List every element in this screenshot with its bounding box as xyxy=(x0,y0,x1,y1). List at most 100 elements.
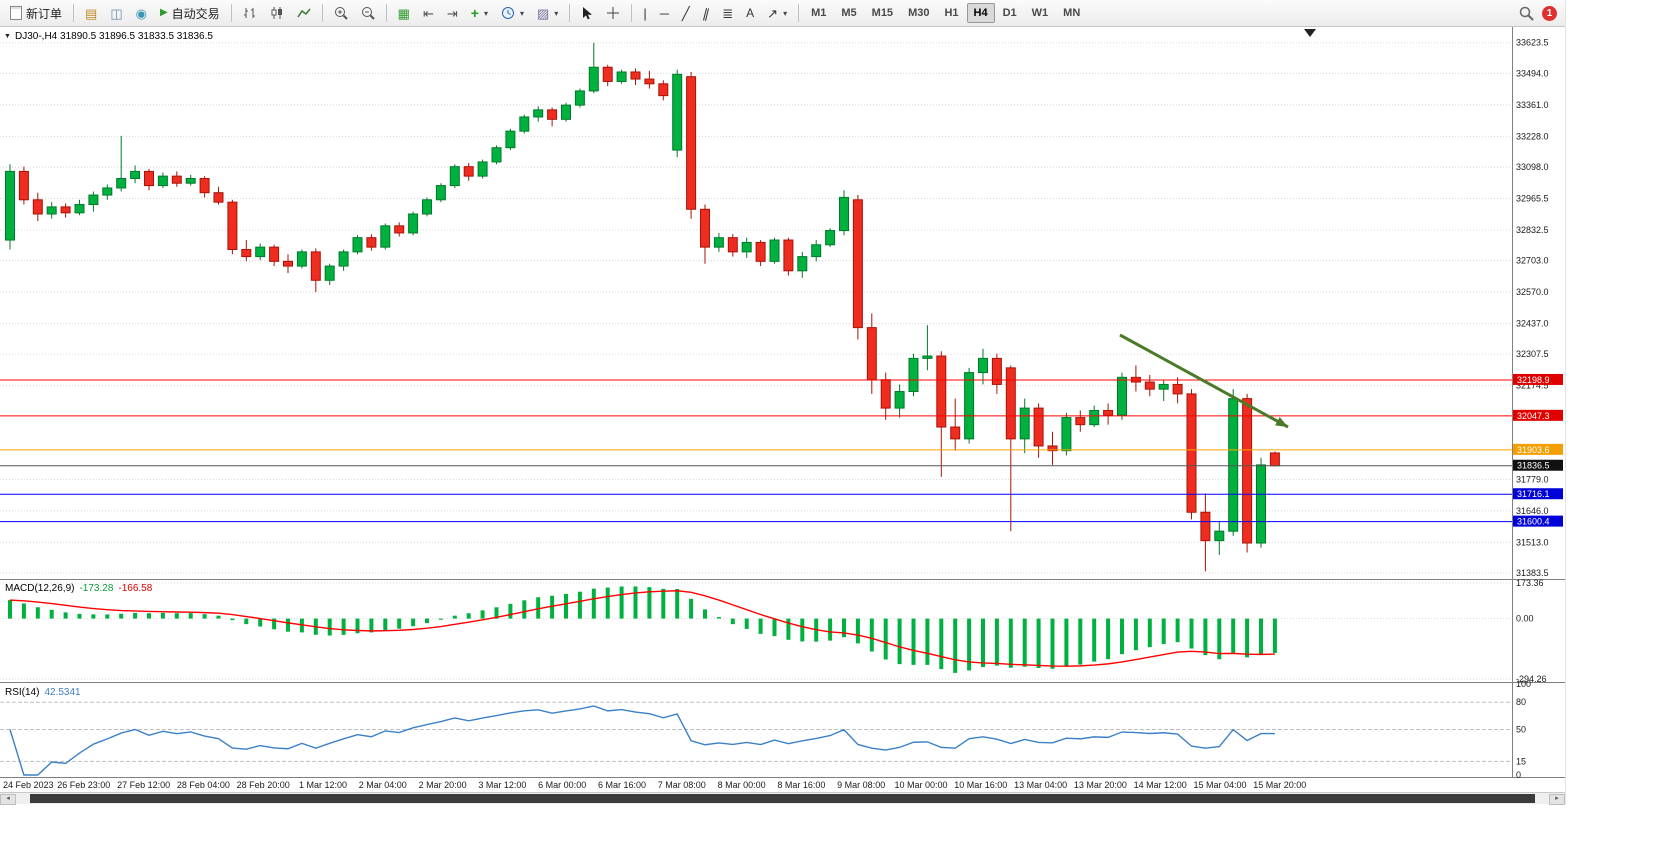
toolbar-separator xyxy=(569,4,571,22)
timeframe-m30-button[interactable]: M30 xyxy=(901,3,936,23)
trendline-tool-button[interactable]: ╱ xyxy=(676,2,696,24)
navigator-button[interactable]: ◫ xyxy=(104,2,128,24)
chevron-down-icon: ▾ xyxy=(519,8,524,18)
svg-text:33361.0: 33361.0 xyxy=(1516,100,1549,110)
toolbar-separator xyxy=(230,4,232,22)
svg-text:100: 100 xyxy=(1516,679,1531,689)
svg-text:31646.0: 31646.0 xyxy=(1516,506,1549,516)
macd-main-value: -173.28 xyxy=(79,583,114,594)
rsi-pane-label: RSI(14) 42.5341 xyxy=(5,687,81,698)
chevron-down-icon: ▾ xyxy=(554,8,559,18)
horizontal-line-icon: ─ xyxy=(659,5,669,21)
terminal-window: 新订单 ▤ ◫ ◉ ▶ 自动交易 xyxy=(0,0,1566,805)
svg-text:14 Mar 12:00: 14 Mar 12:00 xyxy=(1134,780,1187,790)
svg-text:31383.5: 31383.5 xyxy=(1516,568,1549,578)
market-watch-icon: ▤ xyxy=(85,5,98,21)
svg-text:9 Mar 08:00: 9 Mar 08:00 xyxy=(837,780,885,790)
scroll-left-icon[interactable]: ◂ xyxy=(0,794,16,805)
auto-trading-label: 自动交易 xyxy=(171,6,220,21)
bar-chart-button[interactable] xyxy=(237,2,263,24)
svg-text:3 Mar 12:00: 3 Mar 12:00 xyxy=(478,780,526,790)
main-toolbar: 新订单 ▤ ◫ ◉ ▶ 自动交易 xyxy=(0,0,1565,27)
chart-shift-button[interactable]: ⇥ xyxy=(441,2,464,24)
svg-text:32047.3: 32047.3 xyxy=(1517,411,1550,421)
cursor-button[interactable] xyxy=(575,2,599,24)
toolbar-separator xyxy=(385,4,387,22)
zoom-out-icon xyxy=(361,7,375,20)
svg-text:6 Mar 16:00: 6 Mar 16:00 xyxy=(598,780,646,790)
community-button[interactable]: ◉ xyxy=(130,2,153,24)
svg-text:31836.5: 31836.5 xyxy=(1517,461,1550,471)
svg-text:7 Mar 08:00: 7 Mar 08:00 xyxy=(658,780,706,790)
toolbar-separator xyxy=(73,4,75,22)
auto-trading-button[interactable]: ▶ 自动交易 xyxy=(154,2,226,24)
svg-text:2 Mar 20:00: 2 Mar 20:00 xyxy=(419,780,467,790)
svg-text:1 Mar 12:00: 1 Mar 12:00 xyxy=(299,780,347,790)
macd-signal-value: -166.58 xyxy=(118,583,153,594)
svg-text:28 Feb 20:00: 28 Feb 20:00 xyxy=(237,780,290,790)
scrollbar-thumb[interactable] xyxy=(30,794,1535,803)
svg-text:15: 15 xyxy=(1516,756,1526,766)
market-watch-button[interactable]: ▤ xyxy=(79,2,103,24)
text-tool-button[interactable]: A xyxy=(740,2,760,24)
toolbar-separator xyxy=(798,4,800,22)
indicators-button[interactable]: + ▾ xyxy=(465,2,494,24)
periods-button[interactable]: ▾ xyxy=(495,2,530,24)
timeframe-h4-button[interactable]: H4 xyxy=(966,3,995,23)
timeframe-w1-button[interactable]: W1 xyxy=(1025,3,1056,23)
fibonacci-icon: ≣ xyxy=(722,5,734,21)
svg-text:31716.1: 31716.1 xyxy=(1517,489,1550,499)
vertical-line-icon: | xyxy=(643,5,647,21)
fibonacci-tool-button[interactable]: ≣ xyxy=(716,2,739,24)
arrows-tool-button[interactable]: ↗ ▾ xyxy=(761,2,793,24)
svg-text:32570.0: 32570.0 xyxy=(1516,287,1549,297)
svg-text:31779.0: 31779.0 xyxy=(1516,474,1549,484)
svg-text:13 Mar 20:00: 13 Mar 20:00 xyxy=(1074,780,1127,790)
templates-icon: ▨ xyxy=(537,5,550,21)
vertical-line-tool-button[interactable]: | xyxy=(637,2,652,24)
search-icon[interactable] xyxy=(1519,6,1534,21)
timeframe-m15-button[interactable]: M15 xyxy=(865,3,900,23)
new-order-button[interactable]: 新订单 xyxy=(4,2,68,24)
tile-windows-button[interactable]: ▦ xyxy=(392,2,416,24)
chart-canvas[interactable]: 33623.5 33494.0 33361.0 33228.0 33098.0 32965… xyxy=(0,27,1565,792)
new-order-icon xyxy=(10,6,22,20)
community-icon: ◉ xyxy=(135,5,147,21)
navigator-icon: ◫ xyxy=(110,5,123,21)
zoom-in-button[interactable] xyxy=(328,2,354,24)
timeframe-m5-button[interactable]: M5 xyxy=(834,3,863,23)
notification-badge[interactable]: 1 xyxy=(1542,5,1557,21)
timeframe-d1-button[interactable]: D1 xyxy=(996,3,1024,23)
chevron-down-icon: ▾ xyxy=(483,8,488,18)
trendline-icon: ╱ xyxy=(681,5,690,21)
chart-title: DJ30-,H4 31890.5 31896.5 31833.5 31836.5 xyxy=(15,31,213,42)
text-tool-icon: A xyxy=(746,6,755,20)
svg-text:33098.0: 33098.0 xyxy=(1516,162,1549,172)
timeframe-mn-button[interactable]: MN xyxy=(1056,3,1087,23)
svg-text:6 Mar 00:00: 6 Mar 00:00 xyxy=(538,780,586,790)
svg-text:80: 80 xyxy=(1516,697,1526,707)
horizontal-line-tool-button[interactable]: ─ xyxy=(654,2,675,24)
rsi-indicator-name: RSI(14) xyxy=(5,687,40,698)
templates-button[interactable]: ▨ ▾ xyxy=(531,2,564,24)
candlestick-chart-button[interactable] xyxy=(264,2,290,24)
zoom-out-button[interactable] xyxy=(355,2,381,24)
svg-text:33494.0: 33494.0 xyxy=(1516,68,1549,78)
play-icon: ▶ xyxy=(159,7,168,18)
svg-text:32198.9: 32198.9 xyxy=(1517,375,1550,385)
chart-shift-icon: ⇥ xyxy=(446,5,458,21)
crosshair-button[interactable] xyxy=(600,2,626,24)
auto-scroll-button[interactable]: ⇤ xyxy=(417,2,440,24)
scroll-right-icon[interactable]: ▸ xyxy=(1549,794,1565,805)
crosshair-icon xyxy=(607,7,620,19)
chevron-down-icon: ▾ xyxy=(783,8,788,18)
channel-tool-button[interactable]: ∥ xyxy=(697,2,716,24)
candlestick-icon xyxy=(271,7,282,19)
timeframe-m1-button[interactable]: M1 xyxy=(804,3,833,23)
line-chart-button[interactable] xyxy=(291,2,317,24)
clock-icon xyxy=(501,7,514,19)
chart-dropdown-icon[interactable]: ▼ xyxy=(4,33,11,40)
svg-text:32307.5: 32307.5 xyxy=(1516,349,1549,359)
timeframe-h1-button[interactable]: H1 xyxy=(937,3,965,23)
channel-icon: ∥ xyxy=(701,4,711,22)
